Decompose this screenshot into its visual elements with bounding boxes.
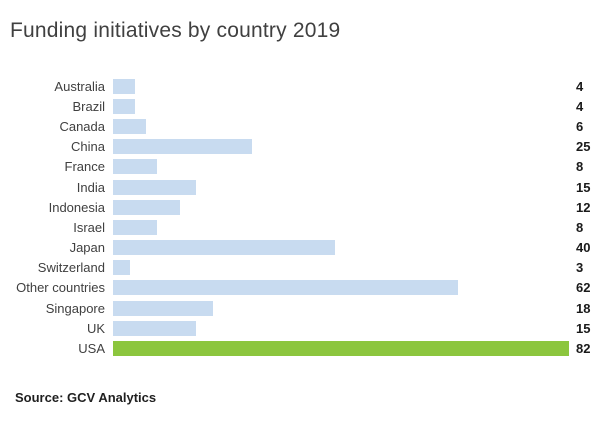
bar	[113, 98, 136, 114]
bar-row: Brazil 4	[0, 96, 600, 116]
bar	[113, 139, 253, 155]
bar-track	[113, 78, 569, 94]
bar-label: Canada	[59, 118, 105, 134]
bar-track	[113, 199, 569, 215]
bar-value: 12	[576, 199, 591, 215]
bar-row: Canada 6	[0, 116, 600, 136]
bar-row: Israel 8	[0, 217, 600, 237]
bar	[113, 219, 158, 235]
bar-chart: Australia 4 Brazil 4 Canada 6 China 25 F…	[0, 76, 600, 359]
bar-row: Switzerland 3	[0, 258, 600, 278]
bar-row: Australia 4	[0, 76, 600, 96]
bar-track	[113, 341, 569, 357]
bar-value: 6	[576, 118, 584, 134]
bar	[113, 159, 158, 175]
bar-label: Israel	[73, 219, 105, 235]
bar-label: Japan	[69, 240, 105, 256]
bar	[113, 320, 197, 336]
bar-label: Singapore	[45, 300, 105, 316]
bar-track	[113, 159, 569, 175]
bar-label: India	[76, 179, 105, 195]
bar-track	[113, 280, 569, 296]
bar-track	[113, 179, 569, 195]
bar-label: Other countries	[16, 280, 105, 296]
bar-value: 4	[576, 98, 584, 114]
bar-row: India 15	[0, 177, 600, 197]
bar	[113, 280, 458, 296]
bar-track	[113, 320, 569, 336]
bar-track	[113, 118, 569, 134]
bar-value: 8	[576, 219, 584, 235]
bar-track	[113, 260, 569, 276]
source-text: Source: GCV Analytics	[15, 390, 157, 405]
bar-track	[113, 300, 569, 316]
bar-track	[113, 139, 569, 155]
bar-track	[113, 240, 569, 256]
bar-row: Indonesia 12	[0, 197, 600, 217]
bar-value: 40	[576, 240, 591, 256]
chart-title: Funding initiatives by country 2019	[10, 19, 341, 42]
bar-value: 4	[576, 78, 584, 94]
bar-row: France 8	[0, 157, 600, 177]
bar-row: China 25	[0, 137, 600, 157]
bar-value: 18	[576, 300, 591, 316]
bar-label: UK	[86, 320, 105, 336]
bar-row: Singapore 18	[0, 298, 600, 318]
bar-value: 82	[576, 341, 591, 357]
bar	[113, 240, 336, 256]
bar-label: Brazil	[72, 98, 105, 114]
bar-label: France	[64, 159, 105, 175]
bar-label: Indonesia	[48, 199, 105, 215]
bar-row: Japan 40	[0, 238, 600, 258]
bar-label: Switzerland	[37, 260, 105, 276]
bar	[113, 260, 130, 276]
bar	[113, 300, 214, 316]
bar-value: 62	[576, 280, 591, 296]
bar	[113, 179, 197, 195]
bar-row: Other countries 62	[0, 278, 600, 298]
bar	[113, 199, 180, 215]
bar-label: Australia	[54, 78, 105, 94]
bar-value: 8	[576, 159, 584, 175]
bar-value: 25	[576, 139, 591, 155]
bar-track	[113, 98, 569, 114]
bar-value: 3	[576, 260, 584, 276]
bar-row: USA 82	[0, 338, 600, 358]
bar-track	[113, 219, 569, 235]
bar-label: China	[71, 139, 105, 155]
bar-value: 15	[576, 179, 591, 195]
bar-label: USA	[78, 341, 105, 357]
bar-row: UK 15	[0, 318, 600, 338]
bar-value: 15	[576, 320, 591, 336]
bar	[113, 118, 147, 134]
bar	[113, 341, 569, 357]
bar	[113, 78, 136, 94]
